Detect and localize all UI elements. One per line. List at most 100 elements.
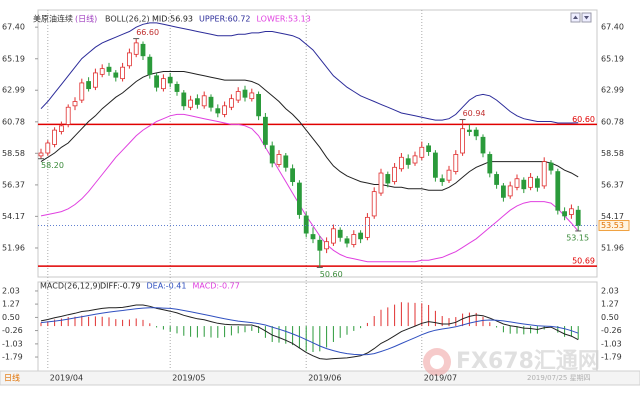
legend-entry: DEA:-0.41 — [147, 282, 187, 291]
watermark-logo-core — [430, 355, 444, 369]
macd-tick-label-right: 2.03 — [601, 286, 619, 295]
candle-body — [283, 155, 289, 168]
legend-entry: MID:56.93 — [152, 15, 193, 24]
support-label: 60.60 — [572, 115, 595, 124]
x-tick-label: 2019/06 — [308, 374, 341, 383]
candle-body — [494, 174, 500, 185]
macd-tick-label: -1.03 — [2, 339, 23, 348]
candle-body — [72, 101, 78, 107]
macd-tick-label-right: 0.50 — [601, 313, 619, 322]
candle-body — [201, 95, 207, 107]
candle-body — [154, 75, 160, 88]
macd-title: MACD(26,12,9) — [40, 282, 101, 291]
candle-body — [65, 106, 71, 125]
up-arrow — [573, 15, 578, 19]
candle-body — [480, 136, 486, 154]
macd-tick-label-right: -1.79 — [601, 353, 622, 362]
y-tick-label: 58.58 — [2, 149, 25, 158]
candle-body — [147, 56, 153, 75]
macd-tick-label: 0.50 — [2, 313, 20, 322]
candle-body — [59, 125, 64, 132]
candle-body — [378, 172, 384, 194]
annotation-label: 66.60 — [136, 28, 159, 37]
candle-body — [296, 182, 302, 215]
candle-body — [405, 158, 411, 165]
candle-body — [174, 83, 180, 92]
macd-tick-label: 1.27 — [2, 300, 20, 309]
candle-body — [385, 174, 391, 184]
candle-body — [45, 142, 51, 154]
x-tick-label: 2019/04 — [50, 374, 83, 383]
candle-body — [249, 92, 255, 100]
macd-tick-label-right: 1.27 — [601, 300, 619, 309]
period-button[interactable]: 日线 — [4, 373, 20, 383]
candle-body — [324, 241, 330, 250]
watermark-group: FX678汇通网 — [423, 348, 600, 376]
candle-body — [317, 239, 323, 251]
date-stamp: 2019/07/25 星期四 — [527, 374, 591, 382]
x-tick-label: 2019/05 — [172, 374, 205, 383]
candle-body — [242, 89, 248, 98]
y-tick-label: 67.40 — [2, 23, 25, 32]
candle-body — [160, 78, 166, 90]
candle-body — [86, 81, 91, 90]
candle-body — [460, 128, 466, 154]
y-tick-label-right: 62.99 — [601, 86, 624, 95]
main-frame — [37, 9, 598, 278]
x-tick-label: 2019/07 — [424, 374, 457, 383]
candle-body — [269, 145, 275, 164]
candle-body — [167, 76, 173, 84]
macd-tick-label: 2.03 — [2, 286, 20, 295]
candle-body — [215, 108, 221, 114]
band-line — [40, 22, 579, 124]
candle-body — [562, 211, 567, 217]
annotation-label: 60.94 — [463, 109, 486, 118]
last-price-label: 53.53 — [601, 221, 624, 230]
y-tick-label-right: 67.40 — [601, 23, 624, 32]
candle-body — [500, 185, 506, 198]
candle-body — [337, 229, 343, 238]
support-label: 50.69 — [572, 257, 595, 266]
macd-tick-label-right: -0.26 — [601, 326, 622, 335]
annotation-label: 58.20 — [41, 161, 64, 170]
annotation-label: 53.15 — [566, 233, 589, 242]
candle-body — [208, 96, 214, 108]
y-tick-label: 51.96 — [2, 243, 25, 252]
candle-body — [569, 208, 574, 215]
candle-body — [528, 176, 533, 188]
candle-body — [398, 156, 404, 170]
candle-body — [453, 154, 459, 173]
candle-body — [106, 66, 112, 72]
candle-body — [426, 145, 432, 152]
candle-body — [487, 154, 493, 174]
candle-body — [133, 42, 139, 55]
candle-body — [120, 66, 125, 80]
candle-body — [555, 171, 561, 211]
y-tick-label-right: 65.19 — [601, 54, 624, 63]
macd-tick-label-right: -1.03 — [601, 339, 622, 348]
chart-period: (日线) — [75, 14, 97, 24]
candle-body — [514, 178, 520, 188]
candle-body — [276, 154, 282, 165]
candle-body — [548, 162, 554, 171]
nav-icons[interactable] — [570, 12, 592, 23]
legend-entry: DIFF:-0.79 — [100, 282, 141, 291]
legend-entry: UPPER:60.72 — [199, 15, 250, 24]
candle-body — [364, 216, 370, 238]
legend-entry: LOWER:53.13 — [257, 15, 311, 24]
macd-tick-label: -0.26 — [2, 326, 23, 335]
candle-body — [181, 92, 187, 107]
candle-body — [507, 185, 513, 197]
candle-body — [79, 82, 85, 101]
candle-body — [303, 215, 309, 234]
macd-line — [40, 304, 579, 360]
candle-body — [439, 178, 445, 183]
candle-body — [473, 129, 479, 137]
candle-body — [38, 152, 44, 157]
candle-body — [392, 166, 398, 183]
candle-body — [99, 68, 105, 75]
y-tick-label-right: 51.96 — [601, 243, 624, 252]
candle-body — [140, 43, 146, 57]
y-tick-label: 54.17 — [2, 212, 25, 221]
candle-body — [290, 168, 296, 183]
